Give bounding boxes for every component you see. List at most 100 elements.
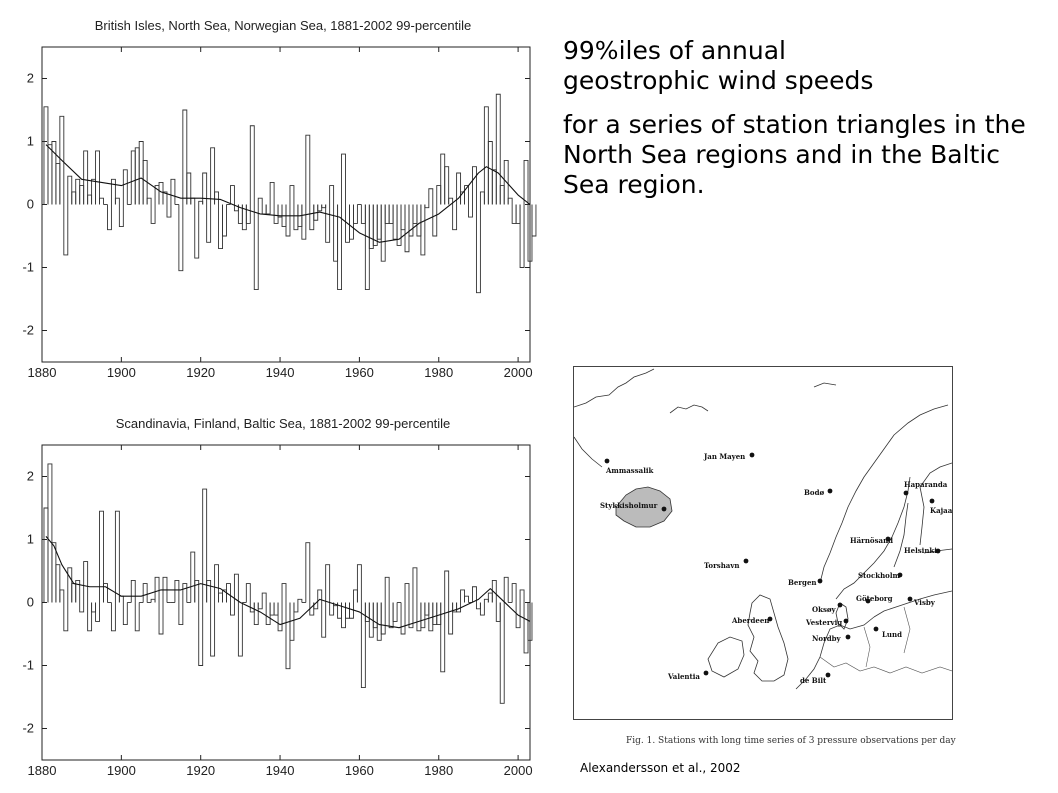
bar-1901 bbox=[122, 602, 128, 625]
bar-1958 bbox=[349, 204, 354, 240]
bar-1888 bbox=[71, 583, 77, 603]
bar-1915 bbox=[178, 602, 184, 625]
bar-1934 bbox=[253, 602, 259, 625]
bar-1976 bbox=[420, 602, 426, 629]
bar-1910 bbox=[158, 602, 164, 635]
bar-1916 bbox=[182, 109, 188, 205]
bar-1963 bbox=[368, 204, 374, 250]
bar-1881 bbox=[43, 507, 49, 603]
bar-1937 bbox=[265, 602, 271, 625]
country-borders bbox=[819, 606, 953, 674]
bar-1953 bbox=[329, 602, 335, 616]
bar-1996 bbox=[499, 602, 505, 704]
station-dot-torshavn bbox=[743, 558, 749, 564]
station-label-goteborg: Göteborg bbox=[856, 594, 893, 603]
bar-1896 bbox=[103, 583, 108, 603]
ireland-outline bbox=[707, 636, 745, 678]
bar-1924 bbox=[214, 191, 219, 205]
bar-2001 bbox=[519, 589, 525, 603]
bar-1995 bbox=[495, 602, 501, 622]
bar-1926 bbox=[222, 204, 227, 237]
bar-1993 bbox=[487, 592, 493, 603]
bar-1910 bbox=[158, 182, 164, 205]
y-tick-label: 1 bbox=[27, 532, 34, 547]
bar-1962 bbox=[364, 602, 370, 622]
bar-1942 bbox=[285, 204, 291, 237]
bar-1951 bbox=[321, 204, 327, 209]
bar-1974 bbox=[412, 204, 418, 224]
bar-1881 bbox=[43, 106, 49, 205]
station-label-bodo: Bodø bbox=[804, 488, 824, 497]
bar-1891 bbox=[83, 561, 89, 603]
bar-1930 bbox=[237, 602, 243, 657]
bar-2000 bbox=[515, 204, 521, 224]
great-britain-outline bbox=[747, 594, 789, 682]
bar-1994 bbox=[491, 169, 497, 205]
bar-1893 bbox=[91, 602, 97, 613]
bar-1913 bbox=[170, 178, 176, 205]
station-dot-stockholm bbox=[897, 572, 903, 578]
x-tick-label: 2000 bbox=[504, 763, 533, 778]
bar-1999 bbox=[511, 204, 517, 224]
station-dot-kajaani bbox=[929, 498, 935, 504]
bar-1952 bbox=[325, 564, 331, 603]
bar-1934 bbox=[253, 204, 259, 290]
bar-1915 bbox=[178, 204, 184, 272]
bar-1891 bbox=[83, 150, 89, 205]
station-dot-stykkisholmur bbox=[661, 506, 667, 512]
iceland-outline bbox=[615, 486, 673, 528]
bar-1920 bbox=[198, 602, 204, 666]
bar-1981 bbox=[440, 153, 446, 205]
bar-1983 bbox=[448, 197, 454, 205]
bar-1945 bbox=[297, 598, 303, 603]
bar-1888 bbox=[71, 191, 77, 205]
station-label-ammassalik: Ammassalik bbox=[605, 466, 654, 475]
bar-1889 bbox=[75, 580, 81, 603]
chart-british-isles: British Isles, North Sea, Norwegian Sea,… bbox=[0, 0, 545, 380]
bar-1971 bbox=[400, 602, 406, 635]
station-label-torshavn: Torshavn bbox=[704, 561, 740, 570]
bar-1932 bbox=[245, 204, 251, 224]
bar-1893 bbox=[91, 178, 97, 205]
bar-1921 bbox=[202, 488, 208, 603]
x-tick-label: 1960 bbox=[345, 365, 374, 380]
bar-1895 bbox=[99, 510, 104, 603]
citation-credit: Alexandersson et al., 2002 bbox=[580, 761, 741, 775]
bar-1943 bbox=[289, 185, 295, 205]
station-label-aberdeen: Aberdeen bbox=[731, 616, 769, 625]
bar-1908 bbox=[150, 598, 156, 603]
bar-1890 bbox=[79, 185, 85, 205]
bar-2001 bbox=[519, 204, 525, 268]
bar-1950 bbox=[317, 204, 323, 212]
bar-2002 bbox=[523, 159, 529, 205]
x-tick-label: 2000 bbox=[504, 365, 533, 380]
bar-1892 bbox=[87, 602, 93, 632]
greenland-coast bbox=[573, 368, 655, 468]
bar-1973 bbox=[408, 602, 414, 629]
bar-1965 bbox=[376, 204, 382, 240]
bar-1911 bbox=[162, 191, 168, 205]
bar-1939 bbox=[273, 204, 279, 224]
bar-1966 bbox=[380, 602, 386, 635]
bar-1912 bbox=[166, 204, 172, 218]
bar-1909 bbox=[154, 576, 160, 603]
bar-1975 bbox=[416, 204, 422, 237]
bar-1899 bbox=[114, 197, 120, 205]
station-label-stockholm: Stockholm bbox=[858, 571, 900, 580]
bar-1929 bbox=[233, 573, 239, 603]
bar-1919 bbox=[194, 204, 200, 259]
station-dot-jan-mayen bbox=[749, 452, 755, 458]
bar-1886 bbox=[63, 204, 69, 256]
baltic-coast bbox=[873, 590, 953, 618]
bar-1920 bbox=[198, 200, 204, 205]
x-tick-label: 1980 bbox=[424, 763, 453, 778]
y-tick-label: 2 bbox=[27, 71, 34, 86]
station-label-harnosand: Härnösand bbox=[850, 536, 893, 545]
bar-1962 bbox=[364, 204, 370, 290]
station-label-stykkisholmur: Stykkisholmur bbox=[600, 501, 658, 510]
bar-1959 bbox=[353, 204, 358, 224]
y-tick-label: 1 bbox=[27, 134, 34, 149]
bar-1886 bbox=[63, 602, 69, 632]
station-label-helsinki: Helsinki bbox=[904, 546, 937, 555]
bar-1923 bbox=[210, 602, 216, 657]
